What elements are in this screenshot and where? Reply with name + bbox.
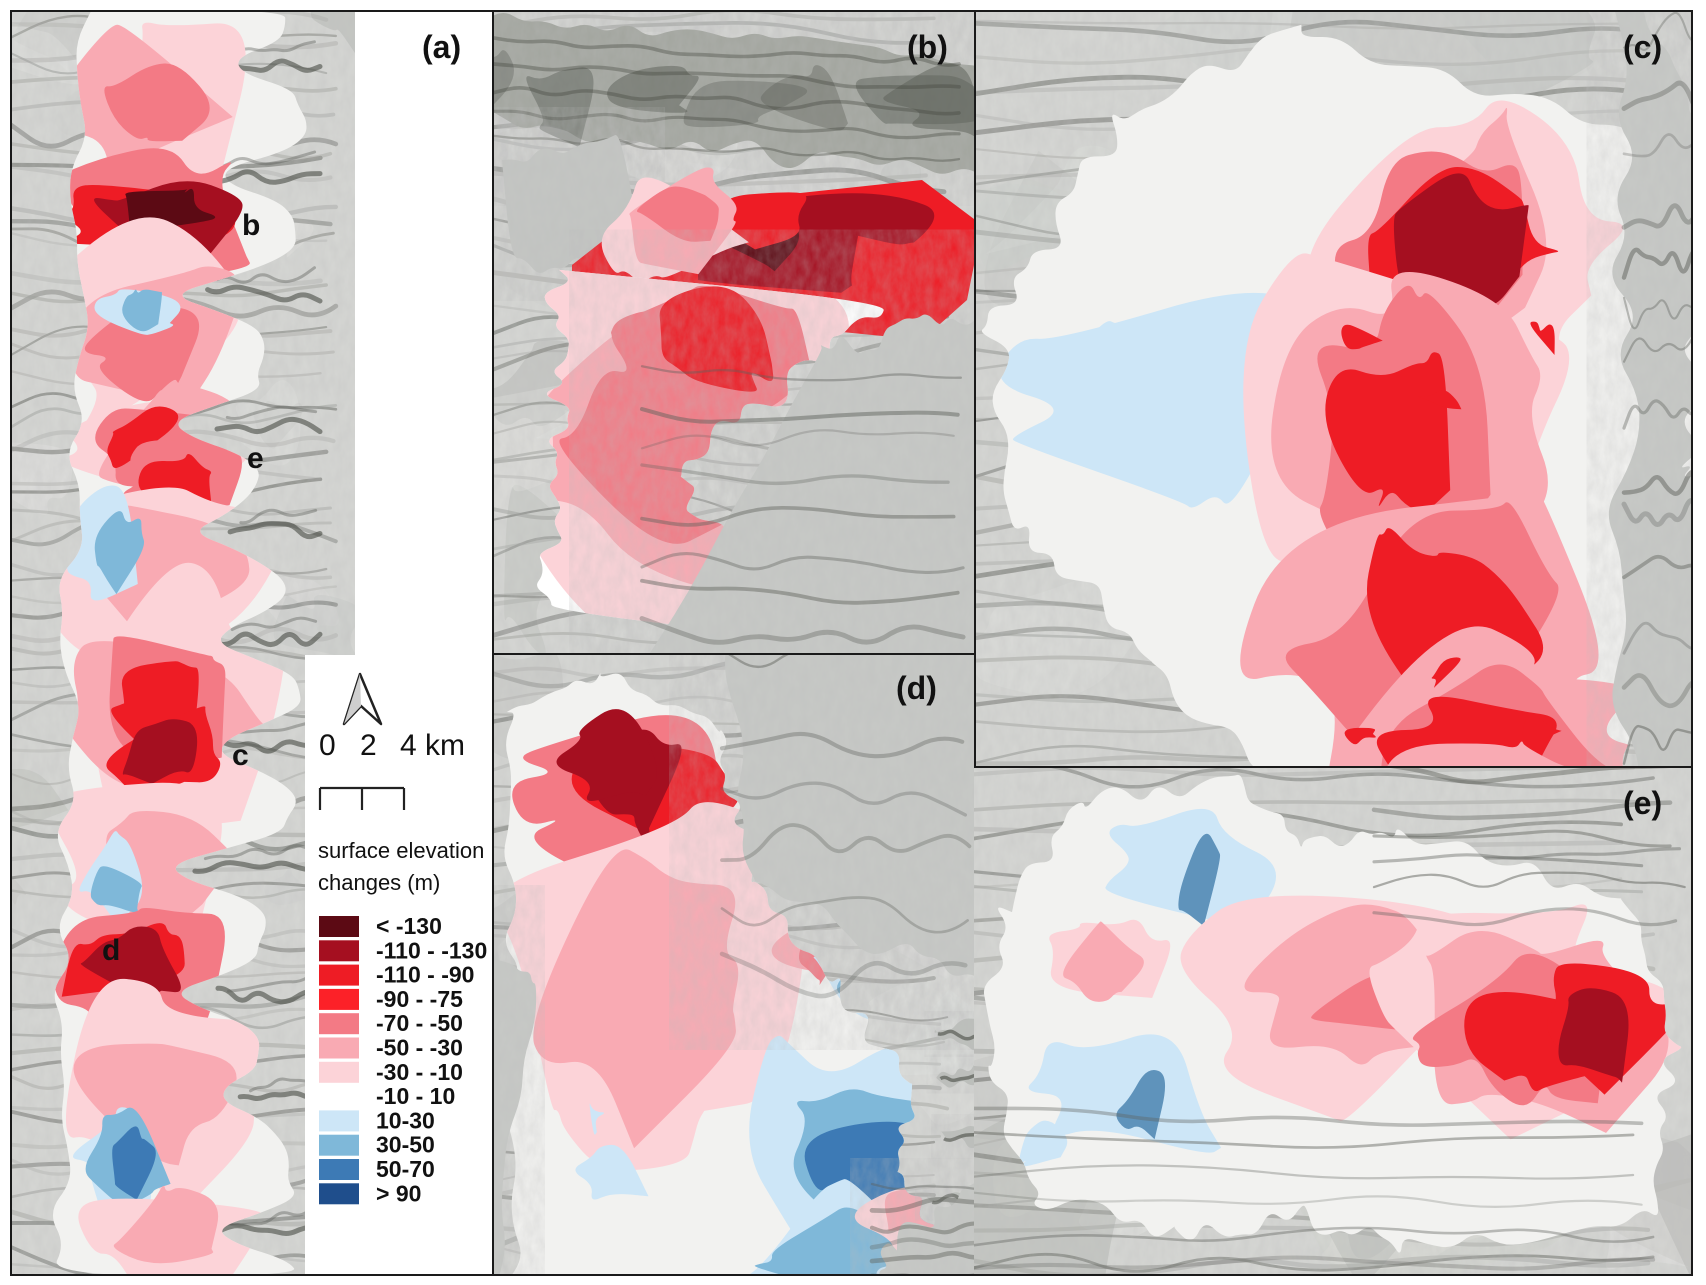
svg-text:0: 0 bbox=[319, 729, 336, 762]
svg-text:-50 - -30: -50 - -30 bbox=[376, 1035, 463, 1061]
svg-text:changes (m): changes (m) bbox=[318, 870, 440, 895]
svg-text:-90 - -75: -90 - -75 bbox=[376, 986, 463, 1012]
svg-text:< -130: < -130 bbox=[376, 913, 442, 939]
svg-text:d: d bbox=[102, 934, 120, 967]
svg-text:(e): (e) bbox=[1623, 785, 1662, 821]
svg-text:10-30: 10-30 bbox=[376, 1107, 435, 1133]
svg-text:-30 - -10: -30 - -10 bbox=[376, 1059, 463, 1085]
svg-text:30-50: 30-50 bbox=[376, 1132, 435, 1158]
svg-text:e: e bbox=[247, 442, 264, 475]
svg-text:4 km: 4 km bbox=[400, 729, 465, 762]
svg-text:-10 - 10: -10 - 10 bbox=[376, 1083, 455, 1109]
svg-text:-110 - -90: -110 - -90 bbox=[376, 962, 474, 988]
svg-text:(d): (d) bbox=[896, 670, 937, 706]
svg-text:b: b bbox=[242, 209, 260, 242]
svg-text:(a): (a) bbox=[422, 29, 461, 65]
svg-text:-70 - -50: -70 - -50 bbox=[376, 1010, 463, 1036]
svg-text:c: c bbox=[232, 739, 249, 772]
svg-text:-110 - -130: -110 - -130 bbox=[376, 937, 487, 963]
svg-text:surface elevation: surface elevation bbox=[318, 838, 484, 863]
svg-text:> 90: > 90 bbox=[376, 1180, 421, 1206]
svg-text:(b): (b) bbox=[907, 29, 948, 65]
svg-text:50-70: 50-70 bbox=[376, 1156, 435, 1182]
svg-text:(c): (c) bbox=[1623, 29, 1662, 65]
svg-text:2: 2 bbox=[360, 729, 377, 762]
